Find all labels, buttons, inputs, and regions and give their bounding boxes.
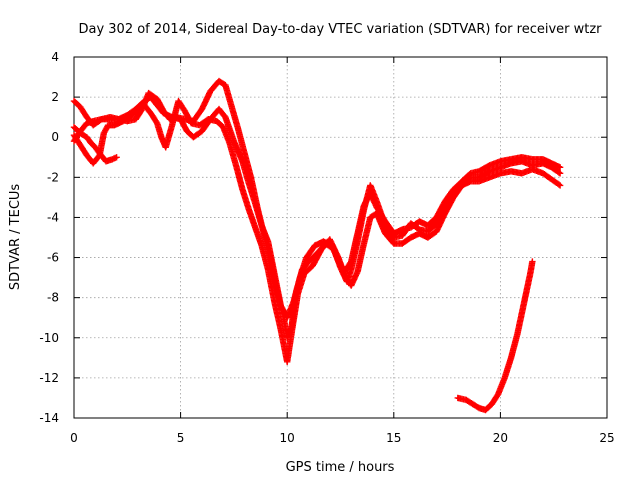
- y-axis-label: SDTVAR / TECUs: [8, 184, 23, 291]
- series-trace-e: [454, 258, 536, 414]
- data-point: [556, 182, 564, 189]
- series-trace-c: [70, 124, 120, 165]
- data-point: [555, 169, 563, 176]
- y-tick-label: -10: [39, 331, 59, 345]
- x-tick-label: 5: [177, 431, 185, 445]
- y-tick-label: -4: [47, 210, 59, 224]
- x-tick-label: 25: [599, 431, 614, 445]
- data-point: [555, 181, 563, 188]
- axis-ticks: [73, 56, 608, 419]
- x-tick-label: 0: [70, 431, 78, 445]
- y-tick-label: 2: [51, 90, 59, 104]
- series-trace-b: [70, 97, 564, 365]
- data-point: [556, 170, 564, 177]
- data-point: [529, 258, 536, 265]
- x-tick-labels: 0 5 10 15 20 25: [70, 431, 614, 445]
- x-tick-label: 10: [280, 431, 295, 445]
- series-trace-d: [70, 93, 564, 321]
- y-tick-label: -12: [39, 371, 59, 385]
- chart-title: Day 302 of 2014, Sidereal Day-to-day VTE…: [78, 22, 602, 37]
- y-tick-label: -8: [47, 291, 59, 305]
- data-point: [556, 164, 564, 171]
- y-tick-label: -14: [39, 411, 59, 425]
- y-tick-label: 4: [51, 50, 59, 64]
- x-axis-label: GPS time / hours: [286, 460, 395, 475]
- y-tick-labels: -14 -12 -10 -8 -6 -4 -2 0 2 4: [39, 50, 59, 425]
- y-tick-label: -2: [47, 170, 59, 184]
- x-tick-label: 15: [386, 431, 401, 445]
- y-tick-label: -6: [47, 251, 59, 265]
- data-point: [113, 154, 120, 161]
- x-tick-label: 20: [493, 431, 508, 445]
- grid-lines: [74, 57, 607, 418]
- plot-points: [70, 77, 564, 414]
- plot-frame: [73, 56, 608, 419]
- y-tick-label: 0: [51, 130, 59, 144]
- series-trace-a: [70, 77, 564, 341]
